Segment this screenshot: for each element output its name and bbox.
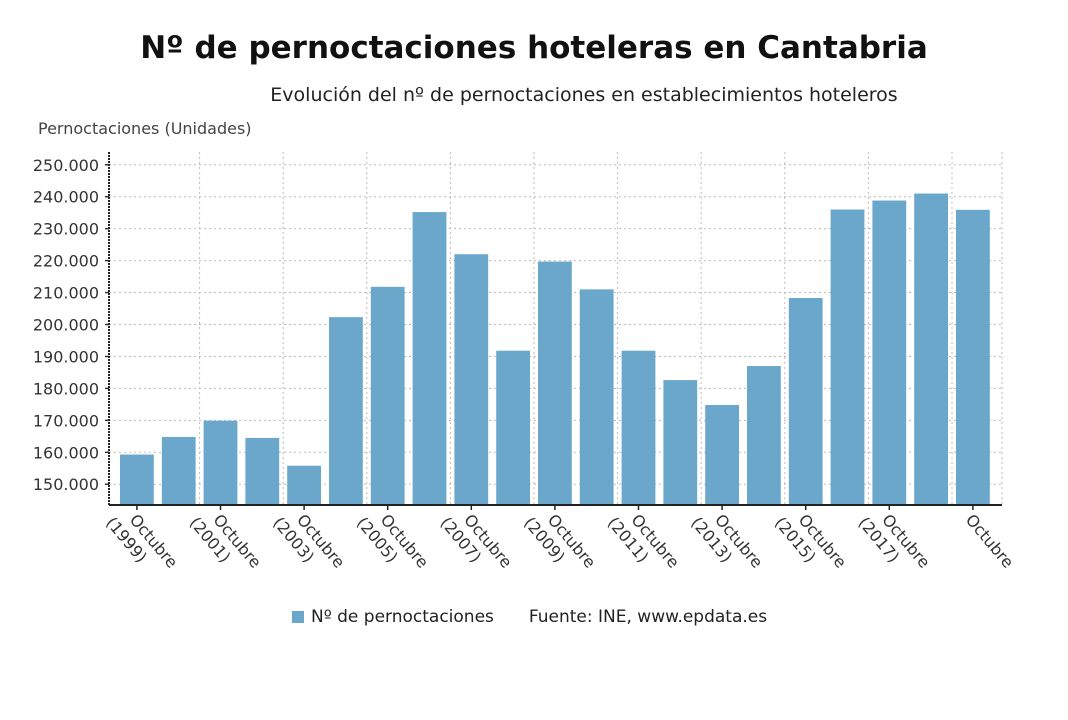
legend-swatch	[292, 611, 304, 623]
bar	[830, 209, 865, 505]
y-tick-label: 240.000	[33, 188, 99, 207]
y-tick-label: 160.000	[33, 443, 99, 462]
bar	[245, 437, 280, 505]
x-tick-label: Octubre(1999)	[102, 500, 181, 584]
y-tick-label: 190.000	[33, 347, 99, 366]
y-tick-label: 250.000	[33, 156, 99, 175]
bar	[705, 405, 739, 505]
bar	[120, 454, 154, 505]
x-tick-label: Octubre(2015)	[771, 500, 850, 584]
bar	[788, 297, 823, 505]
bar	[747, 366, 781, 505]
y-tick-label: 230.000	[33, 220, 99, 239]
bar	[287, 465, 321, 505]
bar	[412, 212, 447, 505]
y-tick-label: 170.000	[33, 411, 99, 430]
bar	[203, 420, 238, 505]
bar	[496, 350, 530, 505]
bar	[872, 200, 907, 505]
x-tick-label: Octubre(2005)	[353, 500, 432, 584]
chart-subtitle: Evolución del nº de pernoctaciones en es…	[270, 84, 898, 106]
legend: Nº de pernoctaciones Fuente: INE, www.ep…	[292, 607, 767, 627]
chart-title: Nº de pernoctaciones hoteleras en Cantab…	[140, 30, 928, 66]
x-tick-label: Octubre(2017)	[855, 500, 934, 584]
y-tick-label: 200.000	[33, 316, 99, 335]
bar	[956, 209, 990, 505]
bar	[914, 193, 948, 505]
bar	[329, 317, 363, 505]
bar	[621, 350, 656, 505]
bar	[663, 380, 698, 505]
source-text: Fuente: INE, www.epdata.es	[528, 607, 768, 627]
x-tick-label: Octubre(2013)	[687, 500, 766, 584]
bar	[454, 254, 489, 505]
x-tick-label: Octubre	[962, 510, 1018, 571]
bar	[538, 261, 572, 505]
legend-label: Nº de pernoctaciones	[311, 607, 494, 627]
x-tick-label: Octubre(2007)	[437, 500, 516, 584]
y-tick-label: 150.000	[33, 475, 99, 494]
x-tick-label: Octubre(2011)	[604, 500, 683, 584]
x-tick-label: Octubre(2001)	[186, 500, 265, 584]
x-tick-label: Octubre(2003)	[269, 500, 348, 584]
bar	[161, 436, 196, 505]
y-tick-label: 220.000	[33, 252, 99, 271]
y-tick-label: 210.000	[33, 284, 99, 303]
y-axis-label: Pernoctaciones (Unidades)	[38, 119, 252, 138]
bar	[370, 286, 405, 505]
y-tick-label: 180.000	[33, 379, 99, 398]
bar	[579, 289, 614, 505]
x-tick-label: Octubre(2009)	[520, 500, 599, 584]
